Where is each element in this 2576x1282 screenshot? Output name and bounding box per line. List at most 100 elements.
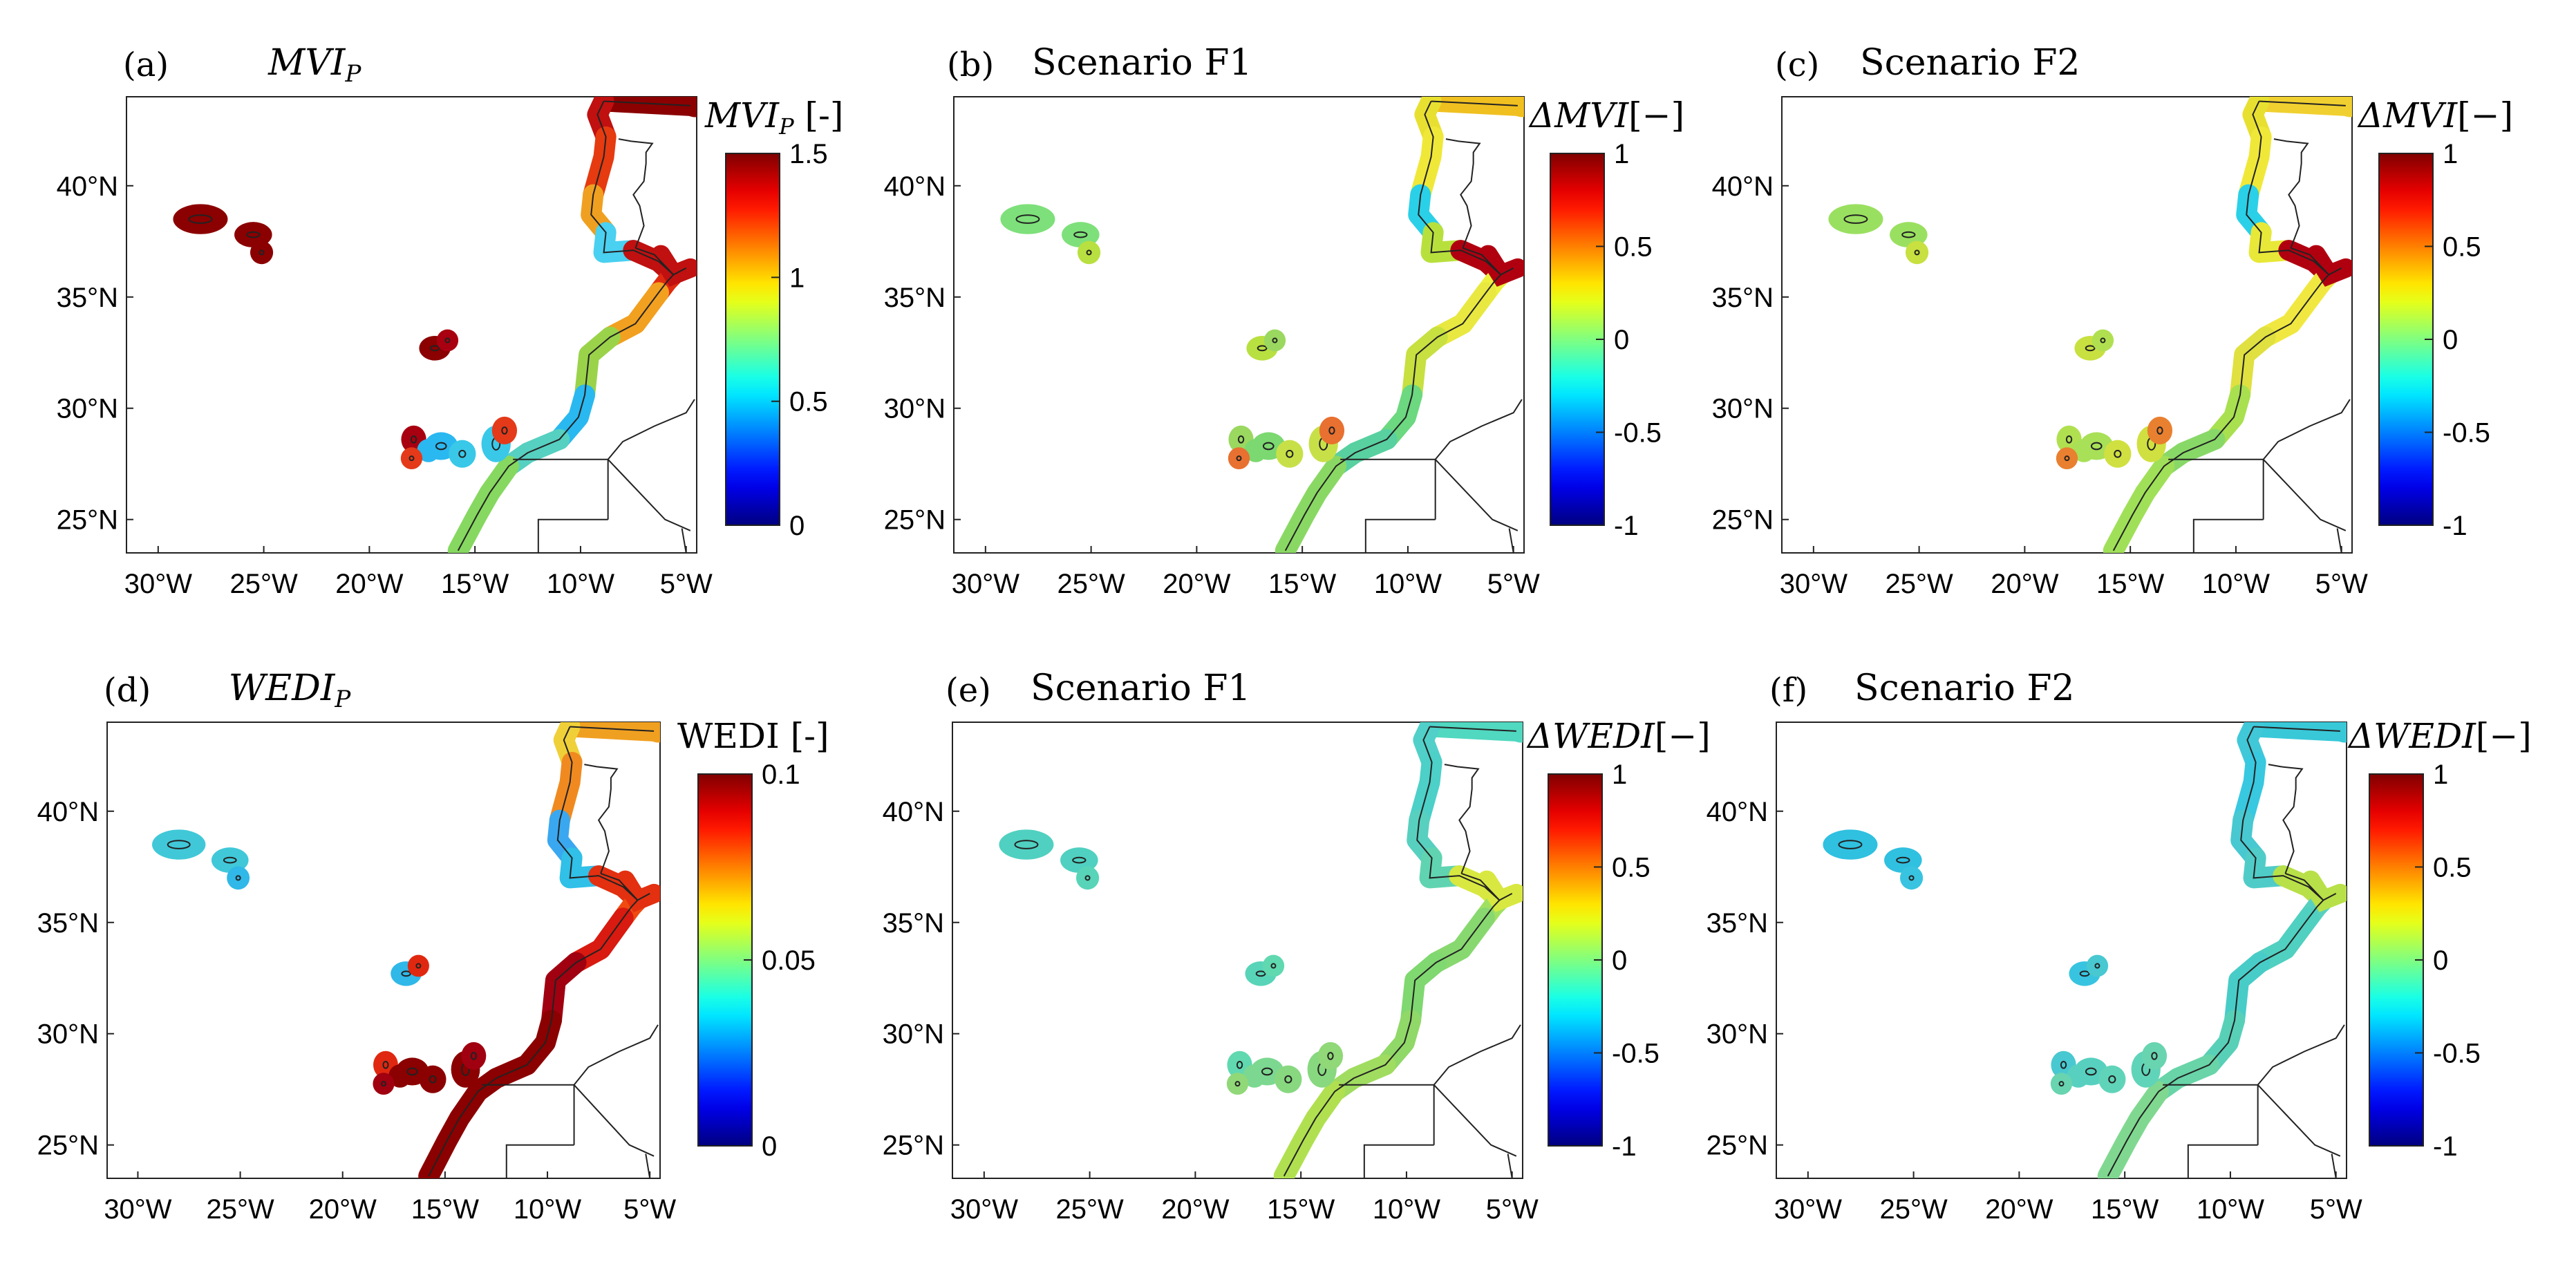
x-tick-label: 20°W — [309, 1194, 377, 1225]
border-africa — [1363, 1144, 1434, 1178]
island-band — [1319, 416, 1345, 444]
coastline — [2107, 726, 2324, 1177]
x-tick-label: 5°W — [2310, 1194, 2362, 1225]
colorbar-title-main: MVI — [704, 95, 780, 135]
island-band — [461, 1041, 487, 1070]
colorbar-title-unit: [−] — [1628, 95, 1684, 135]
island-outline — [1255, 970, 1266, 977]
island-outline — [1327, 1052, 1334, 1060]
panel-b: 30°W 25°W 20°W 15°W 10°W 5°W 40°N 35°N 30°N 25°N (… — [884, 42, 1684, 599]
colorbar-title: ΔWEDI[−] — [2347, 716, 2532, 756]
x-tick-label: 10°W — [2197, 1194, 2264, 1225]
colorbar-tick-label: -0.5 — [1614, 418, 1662, 449]
colorbar-title-main: ΔMVI — [2357, 95, 2458, 135]
island-outline — [1270, 963, 1277, 969]
y-tick-label: 40°N — [883, 797, 944, 827]
x-tick-label: 20°W — [1161, 1194, 1229, 1225]
island-outline — [2108, 1075, 2116, 1084]
island-band — [373, 1073, 395, 1095]
x-tick-label: 15°W — [411, 1194, 479, 1225]
x-tick-label: 10°W — [514, 1194, 581, 1225]
colorbar-title: ΔMVI[−] — [2357, 95, 2513, 135]
island-band — [400, 447, 423, 470]
y-tick-label: 40°N — [37, 797, 99, 827]
border-africa — [1364, 518, 1436, 553]
x-tick-label: 25°W — [1055, 1194, 1123, 1225]
y-tick-label: 40°N — [1712, 171, 1774, 202]
x-tick-label: 30°W — [1774, 1194, 1842, 1225]
x-tick-label: 5°W — [2315, 569, 2368, 599]
island-outline — [2090, 442, 2103, 451]
island-outline — [2065, 435, 2073, 444]
y-tick-label: 40°N — [884, 171, 946, 202]
coastline-north — [2259, 100, 2346, 106]
panel-label: (c) — [1775, 46, 1819, 84]
island-band — [1000, 204, 1055, 234]
island-band — [227, 866, 250, 890]
island-band — [2104, 440, 2132, 468]
border-africa — [1433, 1084, 1517, 1157]
colorbar-tick-label: -1 — [2443, 511, 2467, 541]
map-area — [173, 97, 697, 553]
island-outline — [2114, 449, 2122, 458]
island-band — [999, 829, 1054, 860]
coastline-spain-south — [2285, 872, 2337, 901]
panel-title-main: Scenario F1 — [1031, 668, 1251, 709]
colorbar-title-main: WEDI — [677, 716, 780, 756]
colorbar-title-main: ΔWEDI — [2347, 716, 2476, 756]
y-tick-label: 35°N — [1712, 283, 1774, 313]
island-band — [2098, 1065, 2126, 1093]
y-tick-label: 30°N — [37, 1019, 99, 1050]
colorbar-tick-label: -0.5 — [1612, 1039, 1660, 1069]
colorbar-tick-label: 1 — [2443, 139, 2458, 169]
island-outline — [2151, 1052, 2158, 1060]
island-band — [1317, 1041, 1344, 1070]
colorbar — [2378, 153, 2434, 526]
y-tick-label: 30°N — [1712, 394, 1774, 424]
x-tick-label: 30°W — [1780, 569, 1848, 599]
island-outline — [188, 214, 213, 224]
panel-label: (d) — [104, 671, 151, 710]
x-tick-label: 30°W — [104, 1194, 171, 1225]
island-band — [491, 416, 518, 444]
colorbar-title-main: ΔMVI — [1528, 95, 1629, 135]
island-outline — [1236, 455, 1242, 462]
y-tick-label: 35°N — [57, 283, 118, 313]
coastline-spain-south — [1463, 247, 1514, 276]
border-portugal-spain — [1445, 138, 1481, 249]
y-tick-label: 25°N — [1712, 505, 1774, 536]
x-tick-label: 25°W — [229, 569, 297, 599]
y-tick-label: 25°N — [1707, 1131, 1768, 1161]
island-outline — [1284, 1075, 1292, 1084]
border-africa — [573, 1024, 659, 1086]
island-band — [173, 204, 228, 234]
panel-label: (f) — [1769, 671, 1807, 710]
panel-e: 30°W 25°W 20°W 15°W 10°W 5°W 40°N 35°N 30°N 25°N (… — [883, 668, 1711, 1225]
coastline — [457, 101, 675, 552]
map-area — [999, 722, 1523, 1178]
colorbar-tick-label: 0 — [762, 1131, 777, 1162]
coastline — [1284, 101, 1502, 552]
panel-title-main: MVI — [267, 42, 346, 84]
colorbar-title-unit: [−] — [2476, 716, 2532, 756]
island-outline — [2085, 1067, 2097, 1076]
island-outline — [1015, 214, 1040, 224]
x-tick-label: 25°W — [206, 1194, 274, 1225]
island-band — [2086, 954, 2109, 977]
island-outline — [408, 455, 415, 462]
island-outline — [429, 1075, 437, 1084]
colorbar-tick-label: -1 — [1614, 511, 1639, 541]
coastline-north — [1431, 100, 1518, 106]
island-outline — [1261, 1067, 1273, 1076]
x-tick-label: 5°W — [660, 569, 713, 599]
island-band — [407, 954, 429, 977]
island-outline — [415, 963, 422, 969]
x-tick-label: 25°W — [1057, 569, 1125, 599]
colorbar-title: ΔWEDI[−] — [1526, 716, 1711, 756]
coastline-spain-south — [635, 247, 687, 276]
coastline-spain-south — [600, 872, 650, 901]
colorbar-tick-label: 1.5 — [789, 139, 828, 169]
island-outline — [1014, 840, 1039, 849]
colorbar-tick-label: 0.5 — [2433, 853, 2472, 883]
